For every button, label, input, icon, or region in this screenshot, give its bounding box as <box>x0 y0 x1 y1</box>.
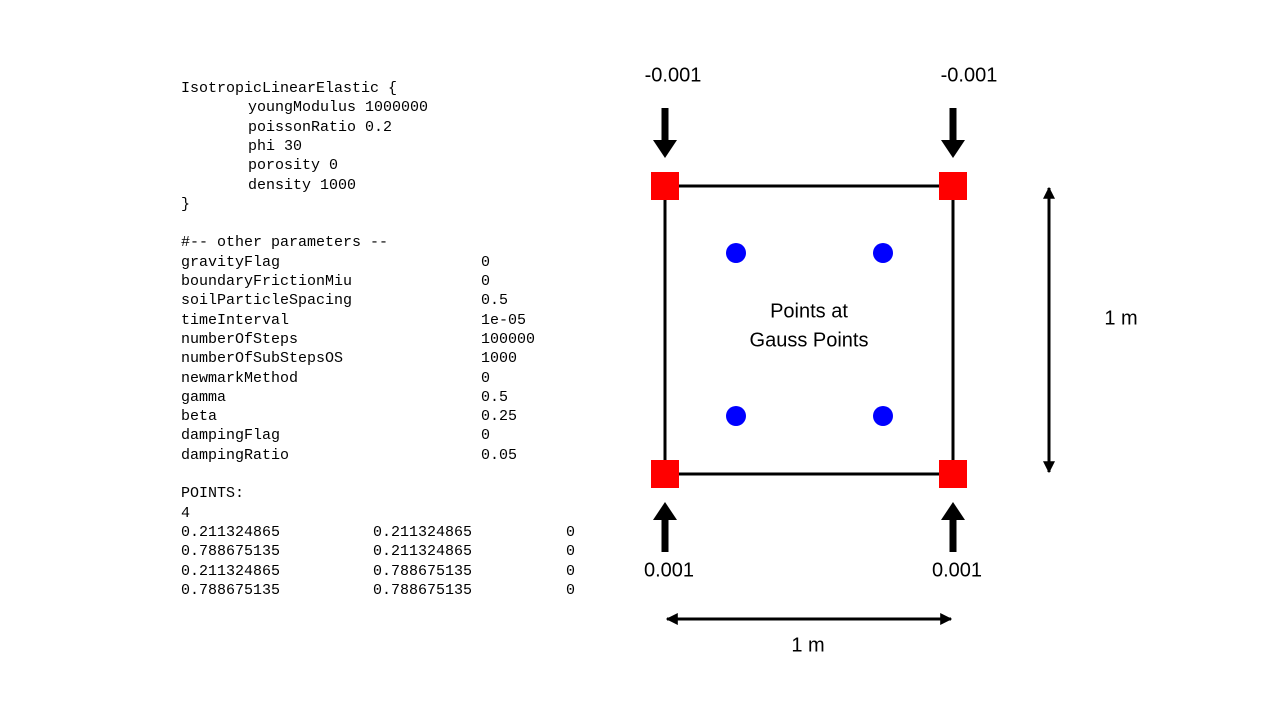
property-name: phi <box>248 137 276 155</box>
parameter-value: 0.05 <box>481 446 518 464</box>
property-value: 1000000 <box>365 99 429 117</box>
parameter-name: numberOfSubStepsOS <box>181 350 344 368</box>
parameter-value: 0.5 <box>481 292 509 310</box>
point-coordinate: 0 <box>566 543 576 561</box>
property-name: youngModulus <box>248 99 357 117</box>
parameter-value: 1e-05 <box>481 311 527 329</box>
point-coordinate: 0.788675135 <box>181 543 281 561</box>
node <box>651 172 679 200</box>
parameter-value: 0.25 <box>481 408 518 426</box>
block-header: IsotropicLinearElastic { <box>181 80 398 97</box>
load-arrow-head <box>941 140 965 158</box>
bottom-load-label: 0.001 <box>643 559 695 582</box>
gauss-point <box>726 243 746 263</box>
property-name: poissonRatio <box>248 118 357 136</box>
parameter-value: 0 <box>481 253 491 271</box>
gauss-points <box>726 243 893 426</box>
point-coordinate: 0.788675135 <box>181 581 281 599</box>
parameter-name: dampingFlag <box>181 427 281 445</box>
points-header: POINTS: <box>181 485 245 503</box>
center-label: Points at <box>770 300 848 323</box>
load-arrow-head <box>653 140 677 158</box>
nodes <box>651 172 967 488</box>
element-square <box>663 184 955 476</box>
point-coordinate: 0 <box>566 581 576 599</box>
point-coordinate: 0 <box>566 523 576 541</box>
parameter-name: gamma <box>181 388 227 406</box>
node <box>651 460 679 488</box>
height-label: 1 m <box>1104 307 1138 330</box>
point-coordinate: 0.211324865 <box>181 562 281 580</box>
parameter-name: timeInterval <box>181 311 290 329</box>
load-arrows <box>653 108 965 552</box>
node <box>939 460 967 488</box>
point-coordinate: 0.211324865 <box>373 523 473 541</box>
point-coordinate: 0.788675135 <box>373 562 473 580</box>
parameter-value: 1000 <box>481 350 518 368</box>
center-label: Gauss Points <box>749 329 869 352</box>
property-value: 30 <box>284 137 303 155</box>
parameter-name: boundaryFrictionMiu <box>181 273 353 290</box>
point-coordinate: 0.788675135 <box>373 581 473 599</box>
gauss-point <box>873 243 893 263</box>
gauss-point <box>726 406 746 426</box>
block-close: } <box>181 195 191 213</box>
parameter-value: 0 <box>481 369 491 387</box>
load-arrow-head <box>653 502 677 520</box>
load-arrow-head <box>941 502 965 520</box>
top-load-label: -0.001 <box>644 64 702 87</box>
property-value: 1000 <box>320 176 357 194</box>
bottom-load-label: 0.001 <box>931 559 983 582</box>
section-comment: #-- other parameters -- <box>181 234 389 252</box>
point-coordinate: 0.211324865 <box>181 523 281 541</box>
property-value: 0 <box>329 157 339 175</box>
parameter-name: gravityFlag <box>181 253 281 271</box>
parameter-name: soilParticleSpacing <box>181 292 353 310</box>
parameter-name: dampingRatio <box>181 446 290 464</box>
parameter-name: numberOfSteps <box>181 330 299 348</box>
parameter-value: 100000 <box>481 330 536 348</box>
parameter-value: 0 <box>481 273 491 290</box>
point-coordinate: 0 <box>566 562 576 580</box>
property-name: density <box>248 176 312 194</box>
property-name: porosity <box>248 157 321 175</box>
gauss-point <box>873 406 893 426</box>
top-load-label: -0.001 <box>940 64 998 87</box>
parameter-name: newmarkMethod <box>181 369 299 387</box>
width-label: 1 m <box>791 634 825 657</box>
property-value: 0.2 <box>365 118 393 136</box>
parameter-value: 0 <box>481 427 491 445</box>
point-coordinate: 0.211324865 <box>373 543 473 561</box>
parameter-value: 0.5 <box>481 388 509 406</box>
points-count: 4 <box>181 504 191 522</box>
parameter-name: beta <box>181 408 218 426</box>
node <box>939 172 967 200</box>
